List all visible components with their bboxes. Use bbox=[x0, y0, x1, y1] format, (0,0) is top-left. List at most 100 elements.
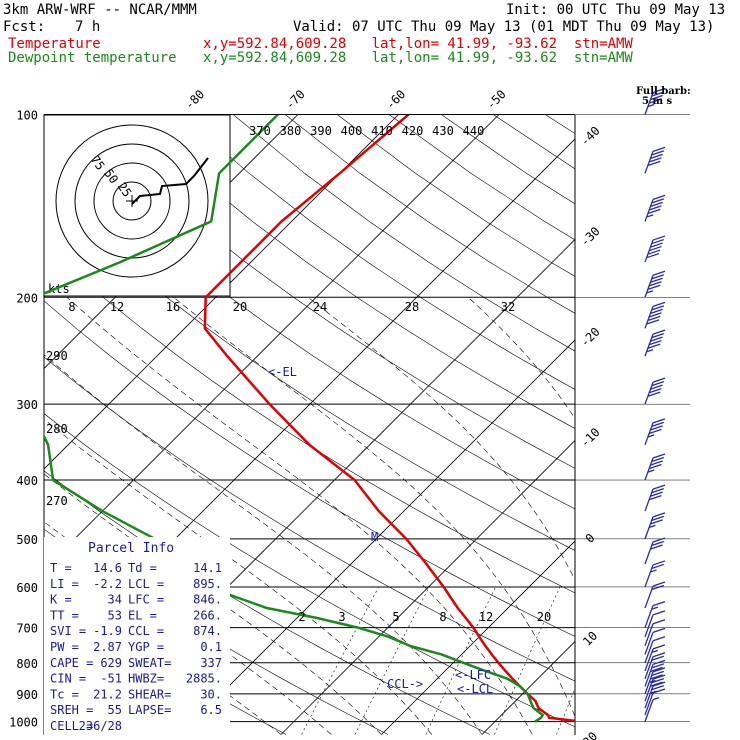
theta-label: 440 bbox=[463, 124, 485, 138]
barb-flag bbox=[651, 670, 665, 676]
wind-barb bbox=[644, 627, 666, 655]
barb-staff bbox=[644, 671, 654, 695]
parcel-info-cell: 14.1 bbox=[193, 561, 222, 575]
hodograph-ring bbox=[112, 181, 152, 221]
valid-time: Valid: 07 UTC Thu 09 May 13 (01 MDT Thu … bbox=[293, 19, 715, 35]
dewpoint-location: x,y=592.84,609.28 lat,lon= 41.99, -93.62… bbox=[203, 50, 633, 66]
temperature-tick-label: -10 bbox=[578, 425, 603, 450]
parcel-info-cell: -2.2 bbox=[93, 577, 122, 591]
mixing-ratio-line bbox=[556, 687, 575, 735]
hodograph-ring-label: 50 bbox=[101, 166, 121, 186]
barb-staff bbox=[644, 306, 654, 329]
isotherm bbox=[180, 339, 575, 735]
parcel-info-cell: LFC = bbox=[128, 593, 164, 607]
dry-adiabat bbox=[77, 115, 575, 469]
barb-flag bbox=[652, 581, 666, 587]
pressure-tick-label: 600 bbox=[16, 581, 38, 595]
dry-adiabat bbox=[44, 413, 575, 728]
barb-legend: Full barb: 5 m s bbox=[636, 86, 691, 107]
wind-barb bbox=[644, 87, 666, 115]
mixing-ratio-line bbox=[425, 586, 496, 735]
mixing-ratio-line bbox=[301, 586, 379, 735]
barb-flag bbox=[649, 205, 662, 211]
barb-flag bbox=[651, 150, 665, 156]
barb-flag bbox=[648, 315, 661, 321]
parcel-info-cell: LCL = bbox=[128, 577, 164, 591]
parcel-info-cell: 2.87 bbox=[93, 640, 122, 654]
barb-flag bbox=[652, 194, 666, 201]
barb-flag bbox=[652, 636, 666, 642]
wind-barb bbox=[644, 581, 666, 609]
barb-flag bbox=[651, 677, 665, 684]
barb-flag bbox=[646, 252, 660, 259]
wind-barb bbox=[644, 484, 666, 512]
barb-staff bbox=[644, 381, 654, 405]
barb-staff bbox=[644, 640, 654, 664]
wind-barb bbox=[644, 377, 666, 405]
barb-half-flag bbox=[648, 469, 655, 473]
wind-barb bbox=[644, 512, 666, 540]
barb-half-flag bbox=[651, 649, 659, 654]
dry-adiabat bbox=[649, 115, 740, 735]
barb-flag bbox=[651, 456, 665, 463]
barb-flag bbox=[652, 377, 666, 383]
barb-flag bbox=[650, 681, 663, 687]
wind-barb bbox=[644, 619, 666, 647]
barb-flag bbox=[652, 681, 666, 687]
barb-flag bbox=[652, 329, 666, 335]
temperature-tick-label: 10 bbox=[580, 629, 600, 649]
theta-label: 410 bbox=[371, 124, 393, 138]
barb-staff bbox=[644, 685, 654, 709]
parcel-info-cell: Td = bbox=[128, 561, 157, 575]
barb-flag bbox=[649, 494, 662, 501]
wind-barb bbox=[644, 453, 666, 481]
parcel-info-cell: YGP = bbox=[128, 640, 164, 654]
barb-flag bbox=[652, 659, 666, 666]
barb-half-flag bbox=[646, 348, 654, 353]
barb-staff bbox=[644, 92, 654, 115]
isotherm bbox=[381, 540, 575, 735]
wind-barbs bbox=[644, 87, 666, 722]
barb-flag bbox=[649, 281, 662, 287]
wind-barb bbox=[644, 329, 666, 357]
hodograph-ring bbox=[93, 162, 171, 240]
parcel-info-panel: Parcel Info T = 14.6 Td = 14.1 LI = -2.2 LCL =… bbox=[44, 537, 230, 735]
wind-barb bbox=[644, 636, 666, 664]
temperature-tick-label: 0 bbox=[583, 531, 598, 546]
barb-staff bbox=[644, 151, 654, 174]
parcel-info-cell: SREH = bbox=[50, 703, 93, 717]
parcel-info-cell: 30. bbox=[200, 687, 222, 701]
barb-flag bbox=[651, 274, 665, 280]
ccl-marker: CCL-> bbox=[387, 677, 423, 691]
temperature-location: x,y=592.84,609.28 lat,lon= 41.99, -93.62… bbox=[203, 36, 633, 52]
barb-flag bbox=[649, 388, 662, 394]
parcel-info-cell: SHEAR= bbox=[128, 687, 171, 701]
barb-staff bbox=[644, 585, 654, 609]
barb-flag bbox=[651, 421, 665, 427]
theta-left-label: 270 bbox=[46, 494, 68, 508]
theta-label: 400 bbox=[341, 124, 363, 138]
parcel-info-cell: 895. bbox=[193, 577, 222, 591]
parcel-info-cell: 846. bbox=[193, 593, 222, 607]
barb-flag bbox=[651, 584, 665, 591]
parcel-info-cell: PW = bbox=[50, 640, 79, 654]
forecast-hour: 7 h bbox=[75, 19, 101, 35]
isotherm bbox=[583, 115, 740, 735]
barb-flag bbox=[648, 391, 661, 397]
dry-adiabat bbox=[44, 244, 575, 594]
barb-half-flag bbox=[652, 697, 660, 701]
wind-barb bbox=[644, 560, 666, 588]
pressure-tick-label: 300 bbox=[16, 398, 38, 412]
barb-staff bbox=[644, 564, 654, 588]
parcel-info-cell: CELL = bbox=[50, 719, 93, 733]
parcel-info-cell: SVI = bbox=[50, 624, 86, 638]
parcel-info-cell: 629 bbox=[100, 656, 122, 670]
parcel-info-cell: EL = bbox=[128, 608, 157, 622]
pressure-tick-label: 400 bbox=[16, 474, 38, 488]
mixing-ratio-line bbox=[494, 586, 561, 735]
barb-half-flag bbox=[646, 290, 654, 294]
parcel-info-cell: 236/28 bbox=[79, 719, 122, 733]
isotherm bbox=[44, 115, 500, 571]
